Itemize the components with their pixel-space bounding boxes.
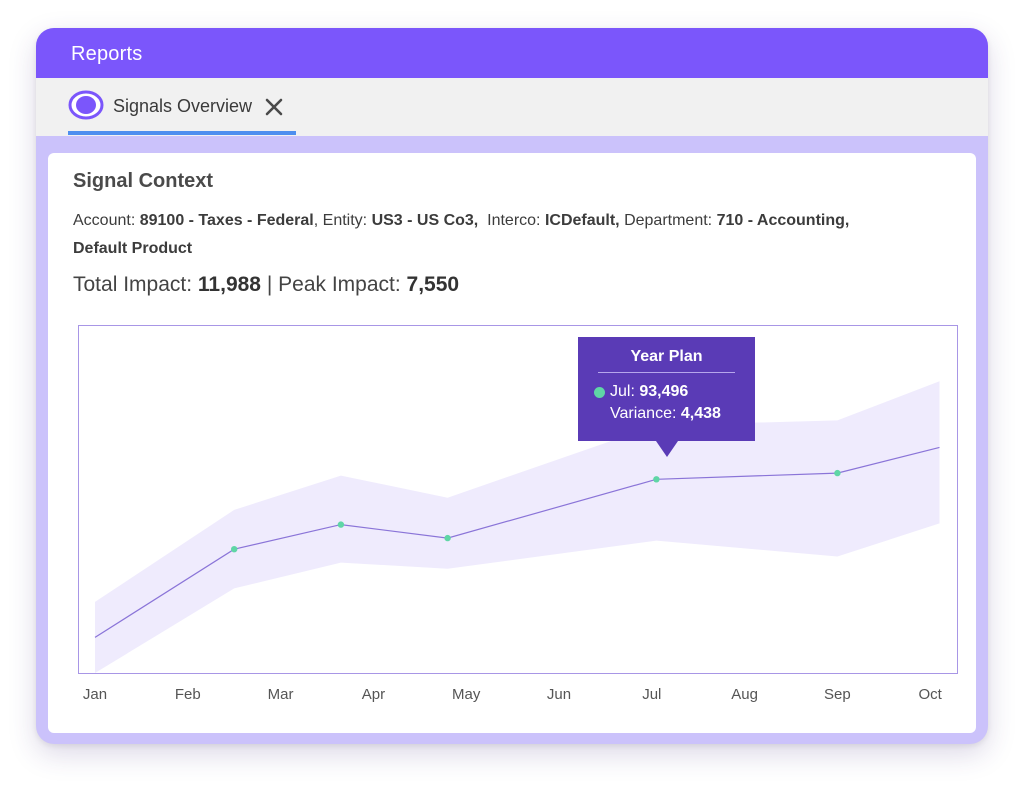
x-tick-label: Feb <box>175 686 201 703</box>
tab-label: Signals Overview <box>113 96 253 116</box>
account-label: Account: <box>73 212 136 229</box>
data-point[interactable] <box>653 476 660 483</box>
impact-separator: | <box>266 273 273 296</box>
tab-bar: Signals Overview <box>36 78 988 136</box>
active-tab-indicator <box>68 131 296 135</box>
interco-value: ICDefault, <box>544 212 620 229</box>
tooltip-variance-row: Variance: 4,438 <box>610 405 721 423</box>
x-tick-label: Mar <box>268 686 294 703</box>
year-plan-tooltip: Year Plan Jul: 93,496 Variance: 4,438 <box>578 337 755 441</box>
tooltip-divider <box>598 372 735 373</box>
chart-frame <box>78 325 958 674</box>
data-point[interactable] <box>231 546 238 553</box>
department-label: Department: <box>624 212 713 229</box>
entity-label: Entity: <box>322 212 368 229</box>
x-tick-label: Jun <box>547 686 571 703</box>
x-tick-label: May <box>452 686 481 703</box>
close-icon[interactable] <box>264 97 284 117</box>
tooltip-value-row: Jul: 93,496 <box>610 383 688 401</box>
entity-value: US3 - US Co3, <box>371 212 479 229</box>
chart-points-layer <box>231 469 841 553</box>
window-title: Reports <box>71 43 143 65</box>
department-value: 710 - Accounting, <box>716 212 850 229</box>
x-tick-label: Jan <box>83 686 107 703</box>
x-tick-label: Aug <box>731 686 758 703</box>
chart-svg: Jan Feb Mar Apr May Jun Jul Aug Sep Oct <box>78 325 958 703</box>
x-tick-label: Oct <box>919 686 943 703</box>
card-title: Signal Context <box>73 170 214 192</box>
series-dot-icon <box>594 387 605 398</box>
product-value: Default Product <box>73 240 193 257</box>
data-point[interactable] <box>337 521 345 528</box>
chart-band-layer <box>95 381 940 673</box>
tooltip-pointer <box>656 441 678 457</box>
confidence-band <box>95 381 940 673</box>
target-circle-icon <box>68 90 106 120</box>
tooltip-month-label: Jul: <box>610 383 635 400</box>
x-tick-label: Apr <box>362 686 385 703</box>
tab-signals-overview[interactable]: Signals Overview <box>68 78 296 136</box>
data-point[interactable] <box>834 469 841 477</box>
tooltip-title: Year Plan <box>630 348 703 365</box>
x-tick-label: Sep <box>824 686 851 703</box>
peak-impact-label: Peak Impact: <box>278 273 401 296</box>
title-bar: Reports <box>36 28 988 78</box>
year-plan-chart: Jan Feb Mar Apr May Jun Jul Aug Sep Oct Year Plan… <box>48 153 976 733</box>
total-impact-label: Total Impact: <box>73 273 193 296</box>
data-point[interactable] <box>444 534 451 542</box>
impact-summary: Total Impact: 11,988 | Peak Impact: 7,55… <box>73 273 459 297</box>
signal-context-card: Signal Context Account: 89100 - Taxes - … <box>48 153 976 733</box>
interco-label: Interco: <box>487 212 541 229</box>
peak-impact-value: 7,550 <box>406 273 460 296</box>
chart-ticks-layer: Jan Feb Mar Apr May Jun Jul Aug Sep Oct <box>83 686 943 703</box>
signal-context-details: Account: 89100 - Taxes - Federal, Entity… <box>73 212 850 257</box>
tooltip-variance-label: Variance: <box>610 405 677 422</box>
x-tick-label: Jul <box>642 686 661 703</box>
tooltip-month-value: 93,496 <box>639 383 689 400</box>
tooltip-variance-value: 4,438 <box>680 405 721 422</box>
total-impact-value: 11,988 <box>197 273 261 296</box>
account-value: 89100 - Taxes - Federal <box>139 212 314 229</box>
reports-window: Reports Signals Overview Signal Context <box>36 28 988 744</box>
